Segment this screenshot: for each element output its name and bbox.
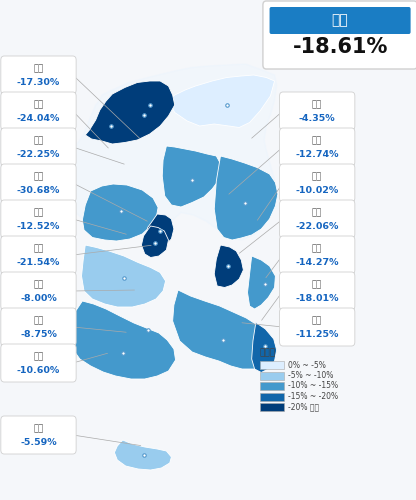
Text: 광주: 광주 <box>33 316 44 326</box>
FancyBboxPatch shape <box>280 236 355 274</box>
Text: -22.25%: -22.25% <box>17 150 60 159</box>
Text: -12.74%: -12.74% <box>295 150 339 159</box>
Polygon shape <box>214 245 243 288</box>
Polygon shape <box>114 440 171 470</box>
FancyBboxPatch shape <box>1 236 76 274</box>
Text: -15% ~ -20%: -15% ~ -20% <box>288 392 338 401</box>
Text: -12.52%: -12.52% <box>17 222 60 231</box>
Polygon shape <box>82 184 158 241</box>
Polygon shape <box>248 256 275 309</box>
Polygon shape <box>252 322 277 372</box>
Text: -5% ~ -10%: -5% ~ -10% <box>288 371 334 380</box>
Text: -20% 이하: -20% 이하 <box>288 402 319 411</box>
Polygon shape <box>168 75 275 128</box>
Text: 울산: 울산 <box>312 244 322 254</box>
FancyBboxPatch shape <box>263 1 416 69</box>
FancyBboxPatch shape <box>1 56 76 94</box>
Text: -30.68%: -30.68% <box>17 186 60 195</box>
FancyBboxPatch shape <box>1 92 76 130</box>
Text: 전북: 전북 <box>33 280 44 289</box>
FancyBboxPatch shape <box>280 164 355 202</box>
Polygon shape <box>67 301 176 379</box>
FancyBboxPatch shape <box>280 200 355 238</box>
Text: -18.01%: -18.01% <box>295 294 339 303</box>
Text: -22.06%: -22.06% <box>295 222 339 231</box>
FancyBboxPatch shape <box>260 372 284 380</box>
Text: -10.02%: -10.02% <box>296 186 339 195</box>
Polygon shape <box>173 290 275 369</box>
Text: -10.60%: -10.60% <box>17 366 60 375</box>
Text: -17.30%: -17.30% <box>17 78 60 87</box>
Text: 경남: 경남 <box>312 316 322 326</box>
Text: 변동률: 변동률 <box>260 348 276 357</box>
FancyBboxPatch shape <box>260 382 284 390</box>
Text: 경기: 경기 <box>33 136 44 145</box>
Text: -14.27%: -14.27% <box>295 258 339 267</box>
Text: 강원: 강원 <box>312 100 322 110</box>
Polygon shape <box>214 156 278 240</box>
Text: 경북: 경북 <box>312 172 322 182</box>
Text: -8.00%: -8.00% <box>20 294 57 303</box>
FancyBboxPatch shape <box>280 308 355 346</box>
Text: 전남: 전남 <box>33 352 44 362</box>
FancyBboxPatch shape <box>1 128 76 166</box>
Text: 인천: 인천 <box>33 100 44 110</box>
Text: -4.35%: -4.35% <box>299 114 336 123</box>
Text: 충남: 충남 <box>33 208 44 218</box>
Text: 대구: 대구 <box>312 208 322 218</box>
FancyBboxPatch shape <box>1 344 76 382</box>
FancyBboxPatch shape <box>1 308 76 346</box>
FancyBboxPatch shape <box>260 392 284 400</box>
Text: 제주: 제주 <box>33 424 44 434</box>
FancyBboxPatch shape <box>260 361 284 369</box>
Text: -11.25%: -11.25% <box>295 330 339 339</box>
FancyBboxPatch shape <box>1 164 76 202</box>
Polygon shape <box>69 64 277 240</box>
Text: 서울: 서울 <box>33 64 44 74</box>
Text: -18.61%: -18.61% <box>292 37 388 57</box>
FancyBboxPatch shape <box>1 200 76 238</box>
Polygon shape <box>85 81 175 144</box>
Polygon shape <box>82 245 166 307</box>
FancyBboxPatch shape <box>1 272 76 310</box>
FancyBboxPatch shape <box>260 403 284 411</box>
Text: -8.75%: -8.75% <box>20 330 57 339</box>
Text: 0% ~ -5%: 0% ~ -5% <box>288 360 326 370</box>
FancyBboxPatch shape <box>1 416 76 454</box>
FancyBboxPatch shape <box>280 128 355 166</box>
Text: 세종: 세종 <box>33 172 44 182</box>
Text: -5.59%: -5.59% <box>20 438 57 447</box>
FancyBboxPatch shape <box>270 7 411 34</box>
FancyBboxPatch shape <box>280 92 355 130</box>
Text: -24.04%: -24.04% <box>17 114 60 123</box>
Text: 충북: 충북 <box>312 136 322 145</box>
Text: 대전: 대전 <box>33 244 44 254</box>
Text: -10% ~ -15%: -10% ~ -15% <box>288 382 338 390</box>
FancyBboxPatch shape <box>280 272 355 310</box>
Polygon shape <box>141 226 168 258</box>
Polygon shape <box>162 146 223 207</box>
Text: -21.54%: -21.54% <box>17 258 60 267</box>
Text: 전국: 전국 <box>332 14 349 28</box>
Polygon shape <box>146 214 174 249</box>
Text: 부산: 부산 <box>312 280 322 289</box>
